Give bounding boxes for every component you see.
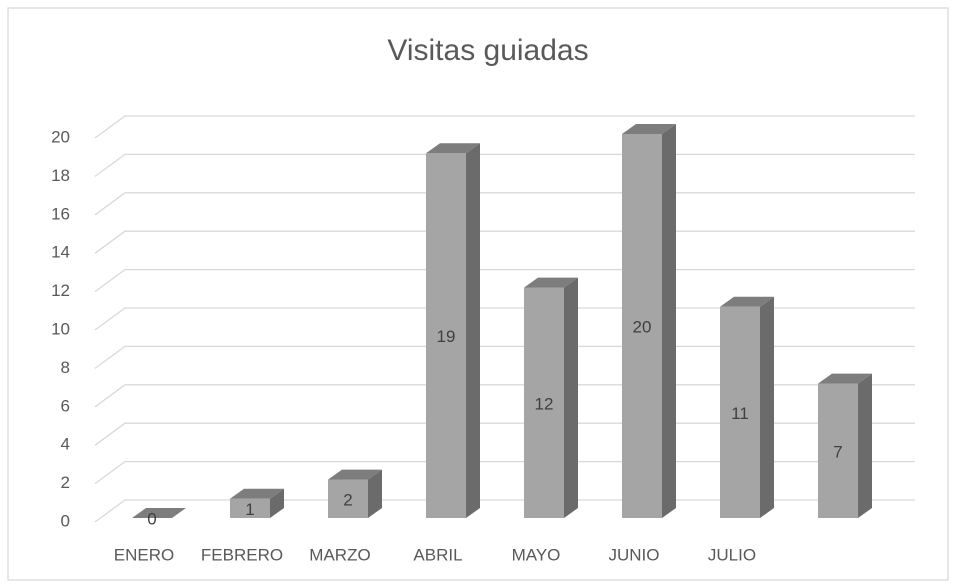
bar-side [368, 469, 382, 518]
y-tick-label: 20 [51, 127, 70, 146]
bar-front [230, 498, 270, 518]
value-label: 7 [833, 442, 842, 461]
chart-title: Visitas guiadas [387, 34, 588, 67]
y-tick-label: 2 [61, 473, 70, 492]
y-tick-label: 12 [51, 281, 70, 300]
y-tick-label: 8 [61, 358, 70, 377]
bar-top [818, 373, 872, 384]
bar-front [720, 306, 760, 518]
bar-front [524, 287, 564, 518]
bar-side [858, 373, 872, 518]
y-tick-label: 4 [61, 435, 70, 454]
x-tick-label: JUNIO [609, 545, 660, 564]
bar-top [426, 143, 480, 154]
value-label: 19 [437, 327, 456, 346]
y-tick-label: 6 [61, 396, 70, 415]
bar [622, 124, 676, 518]
bar-top [230, 488, 284, 499]
bar [426, 143, 480, 518]
y-tick-label: 0 [61, 511, 70, 530]
bar-front [426, 153, 466, 518]
value-label: 0 [147, 509, 156, 528]
y-tick-label: 16 [51, 204, 70, 223]
x-tick-label: MAYO [512, 545, 561, 564]
bar-top [132, 508, 186, 518]
x-tick-label: MARZO [309, 545, 370, 564]
bar-side [760, 296, 774, 518]
x-tick-label: FEBRERO [201, 545, 283, 564]
bar [524, 277, 578, 518]
bar [328, 469, 382, 518]
bar-front [622, 134, 662, 518]
bar-top [720, 296, 774, 307]
bar-front [328, 479, 368, 518]
bar-side [564, 277, 578, 518]
bar [230, 488, 284, 518]
y-tick-label: 18 [51, 166, 70, 185]
bar-top [524, 277, 578, 288]
bar-front [818, 383, 858, 518]
y-tick-label: 14 [51, 243, 70, 262]
x-tick-label: ENERO [114, 545, 174, 564]
bar-side [270, 488, 284, 518]
bar [818, 373, 872, 518]
value-label: 1 [245, 500, 254, 519]
bar [720, 296, 774, 518]
bar-side [466, 143, 480, 518]
bar-side [662, 124, 676, 518]
bar [132, 508, 186, 518]
value-label: 12 [535, 394, 554, 413]
value-label: 11 [731, 404, 749, 423]
x-tick-label: ABRIL [413, 545, 462, 564]
grid-line [94, 115, 915, 139]
bar-top [328, 469, 382, 480]
value-label: 2 [343, 490, 352, 509]
value-label: 20 [633, 317, 652, 336]
x-tick-label: JULIO [708, 545, 756, 564]
bar-top [622, 124, 676, 134]
y-tick-label: 10 [51, 319, 70, 338]
